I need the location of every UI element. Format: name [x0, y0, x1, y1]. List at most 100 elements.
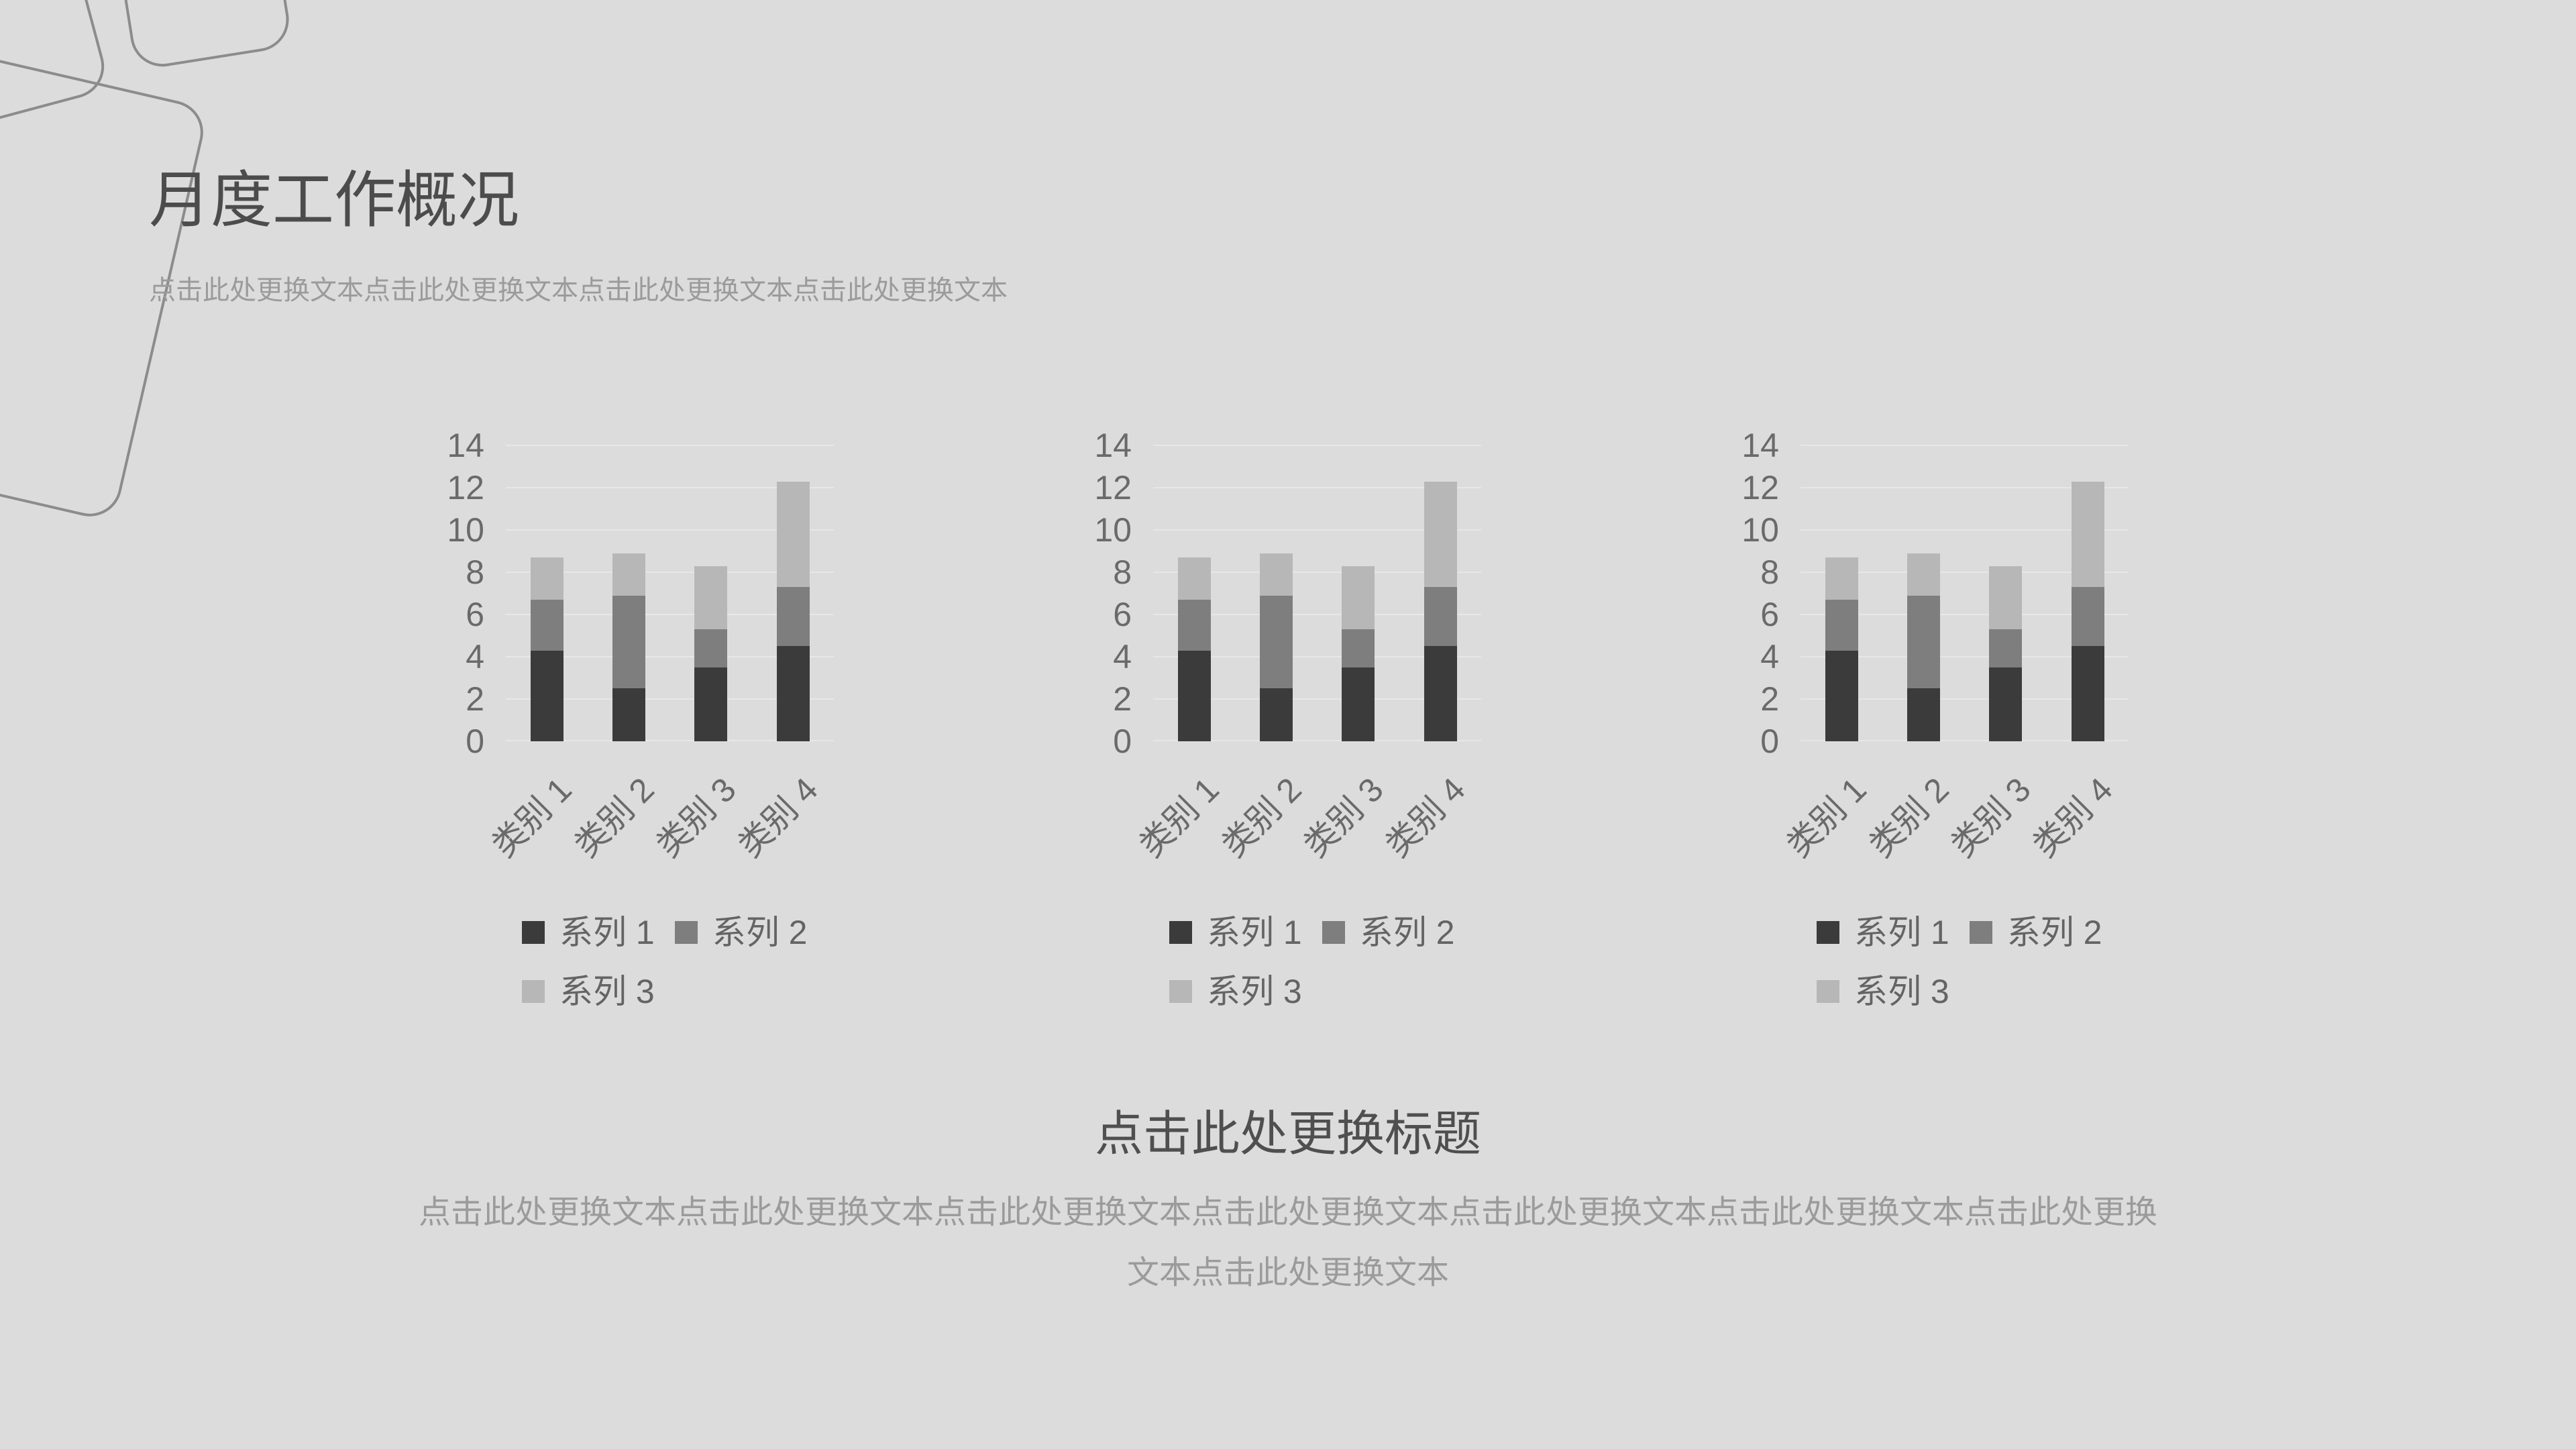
legend-item: 系列 2	[1969, 913, 2102, 952]
y-axis-tick-label: 0	[466, 722, 484, 760]
legend-item: 系列 2	[1322, 913, 1454, 952]
legend-swatch	[1322, 921, 1345, 944]
y-axis-tick-label: 8	[466, 553, 484, 591]
decor-rounded-rect-outline-top	[93, 0, 294, 72]
bar-segment	[1424, 587, 1457, 647]
x-axis-category-label: 类别 1	[485, 770, 580, 865]
y-axis-tick-label: 10	[1741, 511, 1779, 549]
bar-segment	[1259, 688, 1293, 741]
legend-label: 系列 3	[1854, 973, 1949, 1010]
chart-legend: 系列 1 系列 2 系列 3	[1817, 913, 2112, 1011]
legend-label: 系列 1	[1854, 914, 1949, 951]
y-axis-tick-label: 0	[1113, 722, 1132, 760]
gridline	[1153, 656, 1481, 657]
bar-segment	[694, 629, 728, 667]
legend-swatch	[1169, 921, 1192, 944]
gridline	[506, 698, 834, 700]
legend-item: 系列 3	[1817, 972, 1949, 1011]
bar-segment	[1989, 629, 2023, 667]
y-axis-tick-label: 8	[1760, 553, 1779, 591]
legend-swatch	[1817, 921, 1839, 944]
stacked-bar	[1424, 481, 1457, 741]
stacked-bar	[1907, 553, 1940, 741]
stacked-bar-chart[interactable]: 0 2 4 6 8 10 12 14 类别 1 类别 2 类别 3 类别 4 系列 1 系列 2 系列 3	[1050, 416, 1493, 1020]
plot-area	[1801, 445, 2129, 741]
y-axis-tick-label: 2	[1760, 680, 1779, 718]
gridline	[506, 614, 834, 615]
legend-label: 系列 1	[559, 914, 655, 951]
y-axis-tick-label: 12	[1741, 469, 1779, 506]
stacked-bar	[1177, 557, 1211, 741]
x-axis-category-label: 类别 1	[1132, 770, 1227, 865]
x-axis-category-label: 类别 3	[1297, 770, 1391, 865]
bar-segment	[1342, 629, 1375, 667]
x-axis-category-label: 类别 2	[567, 770, 661, 865]
legend-label: 系列 2	[2006, 914, 2102, 951]
y-axis-tick-label: 4	[1760, 638, 1779, 676]
x-axis-category-label: 类别 3	[649, 770, 743, 865]
legend-item: 系列 1	[522, 913, 655, 952]
x-axis-category-label: 类别 4	[2026, 770, 2121, 865]
legend-swatch	[1169, 980, 1192, 1003]
y-axis-tick-label: 2	[466, 680, 484, 718]
footer-text-placeholder[interactable]: 点击此处更换文本点击此处更换文本点击此处更换文本点击此处更换文本点击此处更换文本…	[418, 1195, 2157, 1291]
footer-title-placeholder[interactable]: 点击此处更换标题	[1094, 1108, 1481, 1161]
stacked-bar-chart[interactable]: 0 2 4 6 8 10 12 14 类别 1 类别 2 类别 3 类别 4 系列 1 系列 2 系列 3	[1697, 416, 2140, 1020]
bar-segment	[1825, 650, 1858, 741]
decor-rounded-rect-outline-bottom-left	[0, 0, 210, 523]
y-axis-tick-label: 6	[1760, 596, 1779, 633]
gridline	[506, 529, 834, 531]
y-axis-tick-label: 4	[466, 638, 484, 676]
page-title[interactable]: 月度工作概况	[149, 166, 520, 235]
legend-item: 系列 3	[522, 972, 655, 1011]
y-axis-tick-label: 10	[1094, 511, 1132, 549]
y-axis-tick-label: 12	[447, 469, 484, 506]
gridline	[506, 740, 834, 741]
y-axis-tick-label: 6	[1113, 596, 1132, 633]
legend-item: 系列 2	[674, 913, 808, 952]
legend-item: 系列 1	[1169, 913, 1302, 952]
gridline	[1801, 572, 2129, 573]
y-axis-tick-label: 14	[1094, 427, 1132, 464]
bar-segment	[1907, 553, 1940, 596]
stacked-bar	[530, 557, 564, 741]
gridline	[1153, 529, 1481, 531]
stacked-bar	[2071, 481, 2104, 741]
gridline	[1801, 614, 2129, 615]
gridline	[506, 445, 834, 446]
y-axis-tick-label: 8	[1113, 553, 1132, 591]
plot-area	[506, 445, 834, 741]
bar-segment	[1342, 667, 1375, 741]
x-axis-category-label: 类别 3	[1944, 770, 2038, 865]
legend-swatch	[522, 980, 545, 1003]
legend-item: 系列 1	[1817, 913, 1949, 952]
legend-swatch	[674, 921, 698, 944]
stacked-bar-chart[interactable]: 0 2 4 6 8 10 12 14 类别 1 类别 2 类别 3 类别 4 系列 1 系列 2 系列 3	[402, 416, 845, 1020]
bar-segment	[530, 599, 564, 651]
y-axis-tick-label: 0	[1760, 722, 1779, 760]
stacked-bar	[612, 553, 645, 741]
stacked-bar	[694, 566, 728, 741]
x-axis-category-label: 类别 4	[731, 770, 826, 865]
stacked-bar	[776, 481, 810, 741]
bar-segment	[2071, 587, 2104, 647]
plot-area	[1153, 445, 1481, 741]
bar-segment	[776, 587, 810, 647]
gridline	[1153, 572, 1481, 573]
gridline	[1801, 698, 2129, 700]
stacked-bar	[1825, 557, 1858, 741]
chart-legend: 系列 1 系列 2 系列 3	[522, 913, 817, 1011]
page-subtitle-placeholder[interactable]: 点击此处更换文本点击此处更换文本点击此处更换文本点击此处更换文本	[149, 276, 1008, 305]
gridline	[1153, 487, 1481, 488]
bar-segment	[612, 595, 645, 689]
x-axis-category-label: 类别 4	[1379, 770, 1473, 865]
chart-legend: 系列 1 系列 2 系列 3	[1169, 913, 1464, 1011]
bar-segment	[530, 557, 564, 600]
gridline	[506, 656, 834, 657]
x-axis-category-label: 类别 2	[1214, 770, 1309, 865]
bar-segment	[1177, 650, 1211, 741]
y-axis-tick-label: 10	[447, 511, 484, 549]
stacked-bar	[1989, 566, 2023, 741]
legend-swatch	[522, 921, 545, 944]
legend-label: 系列 2	[712, 914, 808, 951]
